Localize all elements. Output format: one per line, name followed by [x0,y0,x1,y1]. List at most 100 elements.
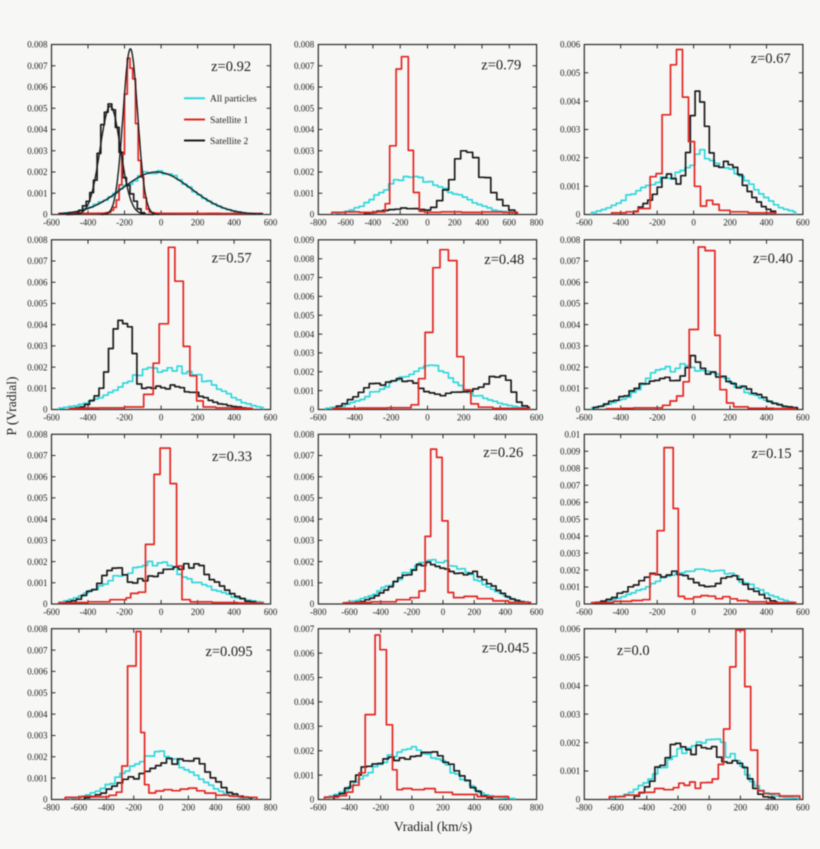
svg-text:-600: -600 [71,803,88,813]
svg-text:0.006: 0.006 [27,472,48,482]
svg-text:-200: -200 [649,413,666,423]
svg-text:400: 400 [475,218,489,228]
svg-text:200: 200 [723,607,737,617]
svg-text:0.005: 0.005 [294,673,315,683]
svg-text:400: 400 [209,803,223,813]
svg-text:-600: -600 [43,607,60,617]
svg-text:0.001: 0.001 [560,766,580,776]
svg-text:-200: -200 [383,413,400,423]
svg-text:-800: -800 [310,607,327,617]
svg-text:All particles: All particles [210,95,257,105]
svg-text:600: 600 [499,803,513,813]
svg-text:-400: -400 [346,413,363,423]
svg-text:-600: -600 [607,803,624,813]
svg-text:200: 200 [182,803,196,813]
svg-text:0.005: 0.005 [27,493,48,503]
svg-text:z=0.045: z=0.045 [482,641,529,657]
svg-text:0.002: 0.002 [294,367,314,377]
svg-text:-200: -200 [116,413,133,423]
svg-text:0.004: 0.004 [560,681,581,691]
svg-text:600: 600 [530,413,544,423]
svg-text:-600: -600 [337,218,354,228]
svg-text:600: 600 [796,218,810,228]
svg-text:-200: -200 [649,218,666,228]
svg-text:0.001: 0.001 [294,386,314,396]
svg-text:0.008: 0.008 [560,235,581,245]
svg-text:0: 0 [43,405,48,415]
svg-text:0.001: 0.001 [27,773,47,783]
svg-text:0.007: 0.007 [560,256,581,266]
svg-text:200: 200 [723,413,737,423]
svg-text:0.002: 0.002 [27,752,47,762]
svg-text:800: 800 [530,803,544,813]
svg-text:0.002: 0.002 [560,153,580,163]
svg-text:-200: -200 [670,803,687,813]
svg-text:0.007: 0.007 [27,645,48,655]
svg-text:0.001: 0.001 [560,384,580,394]
svg-text:0: 0 [441,607,446,617]
svg-text:0.001: 0.001 [27,384,47,394]
svg-text:0.001: 0.001 [560,181,580,191]
svg-text:0.006: 0.006 [294,82,315,92]
svg-text:z=0.15: z=0.15 [752,446,792,462]
svg-text:0.004: 0.004 [294,329,315,339]
svg-text:0: 0 [310,599,315,609]
svg-text:0: 0 [410,803,415,813]
svg-text:-400: -400 [372,607,389,617]
svg-text:0.001: 0.001 [294,578,314,588]
svg-text:0.003: 0.003 [294,146,315,156]
svg-text:0: 0 [691,607,696,617]
svg-text:0: 0 [576,210,581,220]
svg-text:400: 400 [227,607,241,617]
svg-text:0.004: 0.004 [27,514,48,524]
svg-text:0.006: 0.006 [27,277,48,287]
svg-text:400: 400 [760,607,774,617]
svg-text:0.006: 0.006 [27,667,48,677]
svg-text:z=0.57: z=0.57 [212,251,252,267]
svg-text:400: 400 [467,803,481,813]
svg-text:600: 600 [264,218,278,228]
svg-text:0: 0 [159,218,164,228]
svg-text:z=0.67: z=0.67 [751,51,791,67]
svg-text:200: 200 [191,607,205,617]
svg-text:0.003: 0.003 [560,125,581,135]
svg-text:0.003: 0.003 [560,341,581,351]
svg-text:0: 0 [43,210,48,220]
svg-text:0.008: 0.008 [294,254,315,264]
svg-text:z=0.095: z=0.095 [205,644,252,660]
svg-text:0.004: 0.004 [27,320,48,330]
svg-text:0: 0 [576,795,581,805]
svg-text:0.003: 0.003 [560,709,581,719]
svg-text:-400: -400 [612,218,629,228]
svg-text:0.003: 0.003 [27,536,48,546]
svg-text:0: 0 [691,413,696,423]
svg-text:0.008: 0.008 [27,624,48,634]
svg-text:Satellite 1: Satellite 1 [210,116,249,126]
svg-text:0.005: 0.005 [560,652,581,662]
svg-text:0.007: 0.007 [27,61,48,71]
svg-text:-400: -400 [80,413,97,423]
svg-text:400: 400 [760,413,774,423]
svg-text:0.002: 0.002 [560,565,580,575]
svg-text:0.003: 0.003 [27,731,48,741]
svg-text:-600: -600 [576,413,593,423]
svg-text:0.003: 0.003 [27,146,48,156]
svg-text:z=0.40: z=0.40 [753,251,793,267]
svg-text:0.002: 0.002 [560,362,580,372]
svg-text:600: 600 [264,607,278,617]
svg-text:-800: -800 [43,803,60,813]
svg-text:200: 200 [467,607,481,617]
svg-text:0: 0 [691,218,696,228]
svg-text:-600: -600 [576,607,593,617]
svg-text:0.006: 0.006 [560,40,581,50]
svg-text:0: 0 [576,405,581,415]
svg-text:200: 200 [191,218,205,228]
svg-text:0: 0 [159,607,164,617]
svg-text:-600: -600 [43,413,60,423]
svg-text:0.006: 0.006 [560,277,581,287]
svg-text:0: 0 [159,803,164,813]
svg-text:-200: -200 [372,803,389,813]
svg-text:0.002: 0.002 [294,167,314,177]
svg-text:0.005: 0.005 [560,68,581,78]
svg-text:600: 600 [796,803,810,813]
